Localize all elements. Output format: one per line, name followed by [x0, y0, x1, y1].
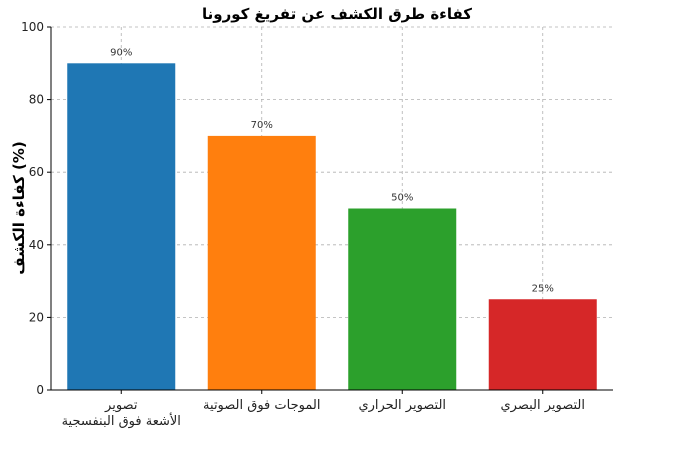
bars — [67, 63, 597, 391]
y-tick-label: 20 — [29, 310, 44, 324]
bar — [488, 299, 597, 390]
bar-value-label: 70% — [251, 120, 273, 131]
x-tick-label: الموجات فوق الصوتية — [203, 398, 320, 413]
y-tick-label: 40 — [29, 238, 44, 252]
y-axis-label: كفاءة الكشف (%) — [10, 141, 28, 275]
bar-value-label: 50% — [391, 193, 413, 204]
chart-title: كفاءة طرق الكشف عن تفريغ كورونا — [202, 5, 472, 23]
bar — [348, 208, 457, 390]
y-tick-label: 100 — [21, 20, 44, 34]
y-tick-label: 0 — [36, 383, 44, 397]
data-labels: 90% 70% 50% 25% — [110, 47, 554, 294]
x-tick-label: الأشعة فوق البنفسجية — [62, 412, 181, 429]
x-tick-label: التصوير البصري — [500, 398, 585, 413]
x-tick-label: تصوير — [104, 398, 138, 413]
y-tick-label: 60 — [29, 165, 44, 179]
x-tick-label: التصوير الحراري — [358, 398, 446, 413]
bar — [207, 135, 316, 390]
bar-value-label: 90% — [110, 47, 132, 58]
bar — [67, 63, 176, 391]
bar-value-label: 25% — [532, 283, 554, 294]
y-tick-label: 80 — [29, 93, 44, 107]
